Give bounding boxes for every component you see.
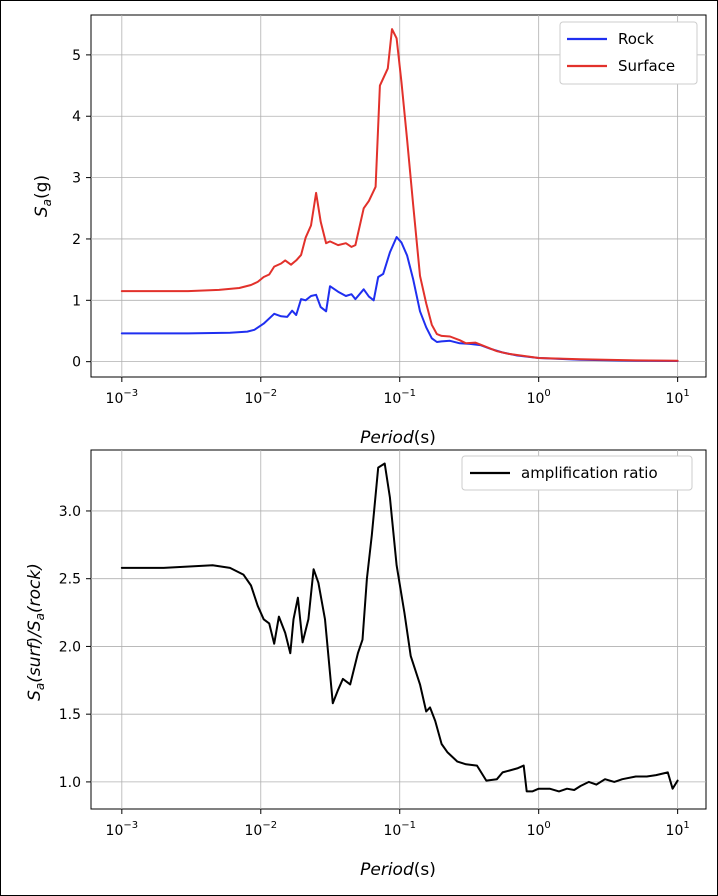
data-lines — [120, 28, 679, 362]
x-tick-label: 10−2 — [244, 820, 277, 839]
legend-box — [461, 455, 693, 491]
legend-box — [559, 21, 698, 85]
x-tick-label: 10−2 — [244, 388, 277, 407]
legend-label-rock: Rock — [618, 30, 654, 48]
x-tick-label: 10−1 — [383, 388, 416, 407]
y-tick-label: 1 — [72, 293, 81, 309]
y-tick-label: 2.0 — [59, 639, 81, 655]
plot-area — [90, 449, 707, 810]
series-line-rock — [120, 236, 679, 362]
x-tick-label: 10−3 — [106, 820, 139, 839]
x-tick-label: 10−3 — [106, 388, 139, 407]
y-tick-label: 0 — [72, 355, 81, 371]
series-line-amplification-ratio — [120, 462, 679, 793]
gridlines — [91, 450, 706, 809]
legend-label-surface: Surface — [618, 57, 675, 75]
x-axis-label: Period(s) — [360, 428, 436, 448]
y-axis-label: Sa(surf)/Sa(rock) — [25, 563, 47, 701]
x-tick-label: 100 — [527, 388, 551, 407]
data-lines — [120, 462, 679, 793]
x-tick-label: 101 — [666, 388, 690, 407]
y-tick-label: 2 — [72, 232, 81, 248]
amplification-ratio-chart: 10−3 10−2 10−1 100 101 1.0 1.5 2.0 2.5 3.0 Period… — [25, 449, 707, 880]
series-line-surface — [120, 28, 679, 362]
x-tick-label: 10−1 — [383, 820, 416, 839]
y-tick-label: 1.0 — [59, 775, 81, 791]
legend-label-amplification-ratio: amplification ratio — [521, 464, 658, 482]
x-axis-label: Period(s) — [360, 860, 436, 880]
x-tick-label: 101 — [666, 820, 690, 839]
y-tick-label: 5 — [72, 48, 81, 64]
x-tick-label: 100 — [527, 820, 551, 839]
y-axis-label: Sa(g) — [32, 175, 54, 217]
y-tick-label: 3.0 — [59, 504, 81, 520]
y-tick-label: 2.5 — [59, 572, 81, 588]
axis-ticks: 10−3 10−2 10−1 100 101 1.0 1.5 2.0 2.5 3.0 — [59, 504, 690, 839]
legend: amplification ratio — [461, 455, 693, 491]
y-tick-label: 1.5 — [59, 707, 81, 723]
y-tick-label: 3 — [72, 171, 81, 187]
legend: Rock Surface — [559, 21, 698, 85]
y-tick-label: 4 — [72, 109, 81, 125]
